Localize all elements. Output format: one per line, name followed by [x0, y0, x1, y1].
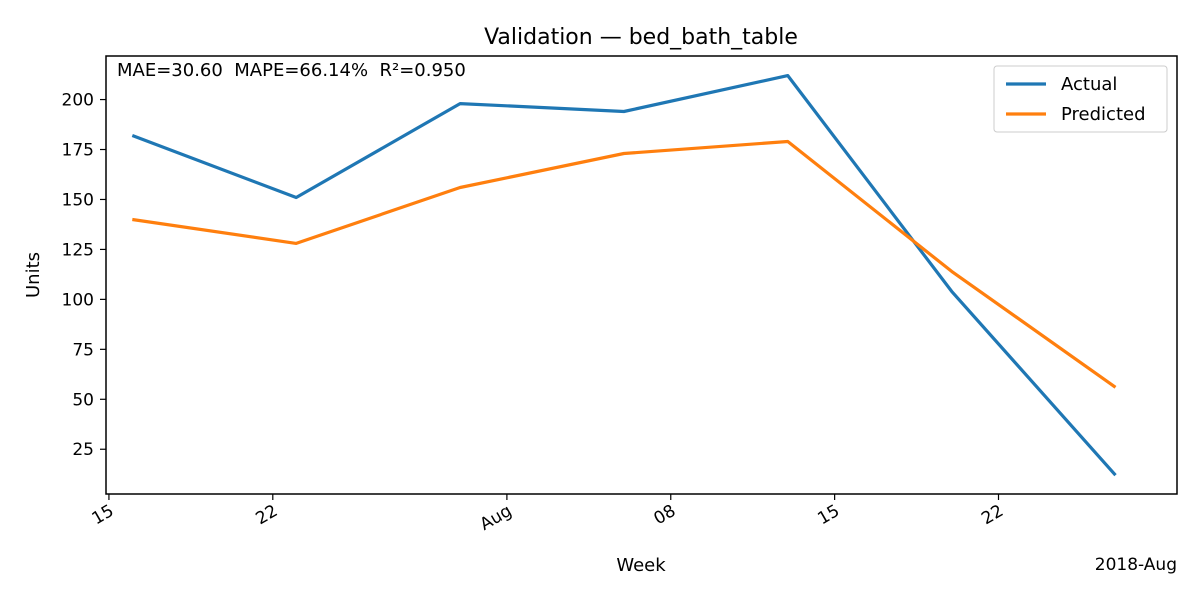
x-axis-offset-label: 2018-Aug	[1095, 555, 1177, 575]
x-tick-label: Aug	[477, 501, 516, 535]
y-tick-label: 200	[62, 91, 94, 111]
x-tick-label: 15	[89, 501, 118, 529]
x-tick-label: 22	[253, 501, 282, 529]
y-tick-label: 25	[72, 440, 94, 460]
metrics-annotation: MAE=30.60 MAPE=66.14% R²=0.950	[117, 60, 466, 81]
y-tick-label: 150	[62, 190, 94, 210]
y-axis: 25 50 75 100 125 150 175 200	[62, 91, 106, 460]
x-axis-title: Week	[616, 555, 666, 576]
legend-label-actual: Actual	[1061, 74, 1117, 95]
y-axis-title: Units	[23, 252, 44, 298]
series-line-predicted	[132, 139, 1117, 389]
legend-label-predicted: Predicted	[1061, 104, 1146, 125]
plot-frame	[105, 55, 1178, 495]
series-line-actual	[131, 73, 1117, 477]
y-tick-label: 125	[62, 240, 94, 260]
y-tick-label: 50	[72, 390, 94, 410]
x-axis: 15 22 Aug 08 15 22	[89, 494, 1007, 535]
y-tick-label: 100	[62, 290, 94, 310]
y-tick-label: 75	[72, 340, 94, 360]
y-tick-label: 175	[62, 141, 94, 161]
x-tick-label: 08	[651, 501, 680, 529]
plot-lines	[131, 73, 1117, 477]
x-tick-label: 15	[814, 501, 843, 529]
x-tick-label: 22	[978, 501, 1007, 529]
chart-title: Validation — bed_bath_table	[484, 25, 798, 50]
legend: Actual Predicted	[993, 65, 1168, 133]
